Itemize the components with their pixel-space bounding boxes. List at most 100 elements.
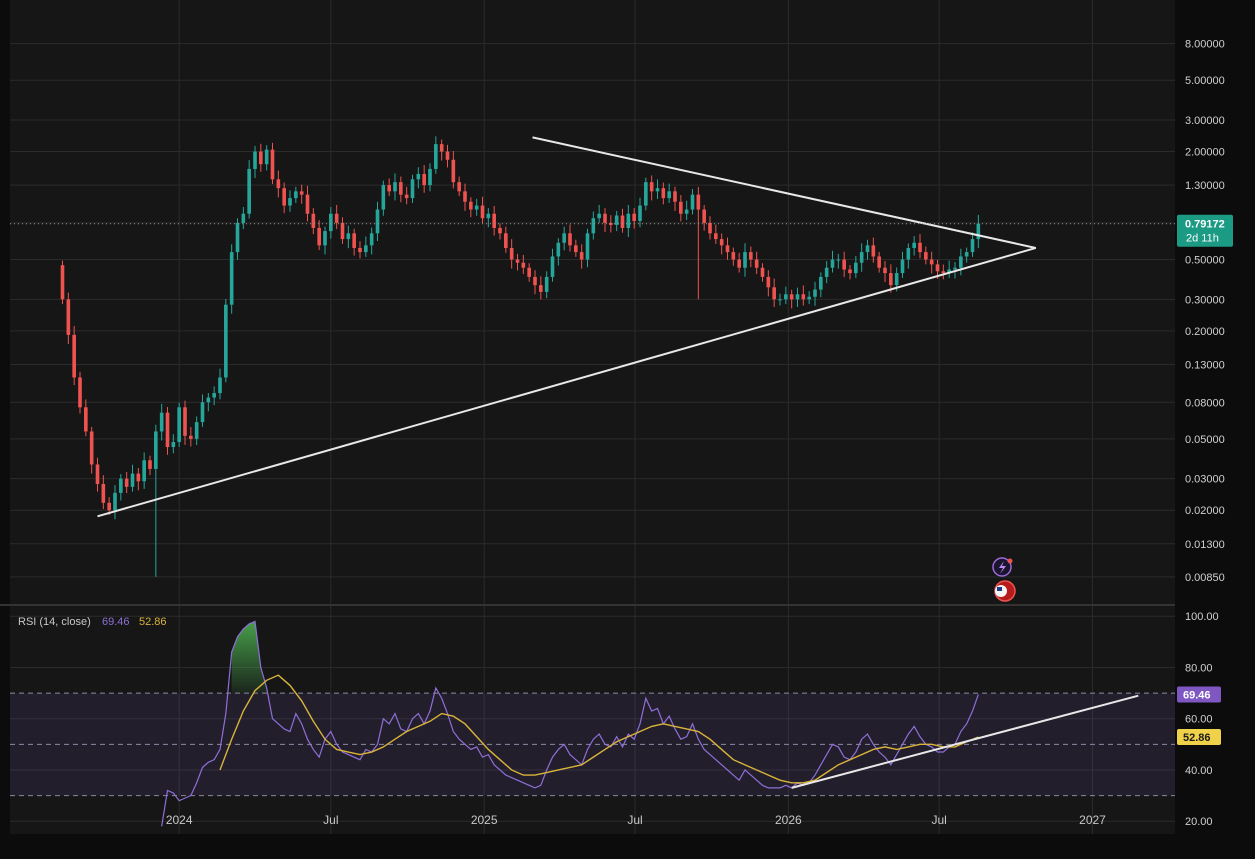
us-flag-event-icon[interactable] [994, 580, 1016, 602]
candle-body [731, 252, 736, 260]
candle-body [854, 262, 858, 274]
candle-body [929, 259, 934, 265]
candle-body [218, 377, 222, 394]
candle-body [259, 151, 263, 165]
candle-body [323, 231, 327, 246]
y-tick-label: 0.05000 [1185, 434, 1225, 446]
candle-body [352, 233, 356, 248]
x-tick-label: 2025 [471, 813, 498, 827]
candle-body [299, 191, 304, 195]
candle-body [941, 271, 946, 274]
candle-body [620, 215, 625, 228]
candle-body [469, 201, 473, 210]
x-tick-label: Jul [627, 813, 642, 827]
candle-body [906, 247, 911, 260]
candle-body [474, 205, 479, 210]
candle-body [428, 168, 432, 186]
candle-body [824, 267, 829, 277]
candle-body [527, 267, 531, 277]
candle-body [964, 252, 969, 257]
candle-body [340, 222, 345, 240]
y-tick-label: 5.00000 [1185, 75, 1225, 87]
candle-body [708, 222, 712, 234]
rsi-overbought-fill [231, 621, 267, 694]
candle-body [445, 151, 450, 160]
candle-body [346, 233, 351, 240]
rsi-y-tick-label: 80.00 [1185, 662, 1213, 674]
candle-body [375, 209, 380, 234]
candle-body [819, 276, 823, 290]
candle-body [667, 191, 671, 199]
candle-body [235, 222, 240, 253]
candle-body [754, 259, 759, 268]
candle-body [719, 239, 724, 246]
candle-body [457, 182, 461, 192]
candle-countdown: 2d 11h [1186, 233, 1219, 245]
rsi-trendline [791, 694, 1139, 789]
candle-body [684, 209, 689, 214]
candle-body [801, 294, 806, 300]
candle-body [836, 259, 841, 261]
x-tick-label: Jul [323, 813, 338, 827]
candle-body [544, 276, 549, 292]
y-tick-label: 0.20000 [1185, 326, 1225, 338]
candle-body [130, 473, 135, 487]
candle-body [591, 218, 596, 234]
candle-body [387, 185, 391, 192]
candle-body [66, 299, 71, 335]
candle-body [859, 252, 864, 263]
candle-body [807, 296, 811, 300]
candle-body [772, 287, 776, 300]
candle-body [632, 213, 636, 221]
candle-body [737, 259, 741, 268]
candle-body [434, 144, 438, 169]
y-tick-label: 0.08000 [1185, 397, 1225, 409]
candle-body [329, 213, 333, 232]
candle-body [200, 402, 205, 423]
lightning-event-icon[interactable] [992, 557, 1013, 577]
candle-body [813, 289, 817, 297]
candle-body [842, 259, 846, 270]
trendline [532, 136, 1037, 249]
candle-body [294, 191, 298, 199]
candle-body [795, 294, 800, 300]
candle-body [894, 273, 899, 286]
rsi-line [161, 620, 979, 827]
candle-body [463, 191, 467, 202]
candle-body [288, 198, 292, 206]
candle-body [883, 267, 887, 274]
candle-body [206, 397, 211, 403]
y-tick-label: 1.30000 [1185, 180, 1225, 192]
candle-body [760, 267, 765, 277]
rsi-value-label: 69.46 [1183, 689, 1211, 701]
candle-body [305, 194, 310, 214]
candle-body [393, 182, 397, 192]
rsi-legend-name: RSI (14, close) [18, 616, 91, 628]
rsi-ma-value-tag [1177, 729, 1221, 746]
candle-body [696, 194, 701, 210]
current-price-tag [1177, 214, 1233, 247]
candle-body [247, 168, 251, 214]
y-tick-label: 3.00000 [1185, 115, 1225, 127]
candle-body [690, 194, 695, 210]
candle-body [830, 259, 835, 268]
candle-body [673, 191, 677, 202]
rsi-ma-line [219, 674, 979, 784]
candle-body [142, 460, 146, 482]
candle-body [212, 393, 216, 398]
candle-body [877, 256, 881, 268]
rsi-legend-value: 69.46 [102, 616, 130, 628]
candle-body [165, 412, 170, 448]
candle-body [603, 213, 607, 223]
rsi-y-tick-label: 20.00 [1185, 816, 1213, 828]
candle-body [509, 247, 514, 260]
candle-body [924, 252, 928, 260]
y-tick-label: 8.00000 [1185, 39, 1225, 51]
rsi-band-fill [10, 693, 1175, 796]
candle-body [334, 213, 339, 223]
candle-body [533, 276, 537, 286]
y-tick-label: 0.30000 [1185, 294, 1225, 306]
candle-body [101, 484, 106, 503]
